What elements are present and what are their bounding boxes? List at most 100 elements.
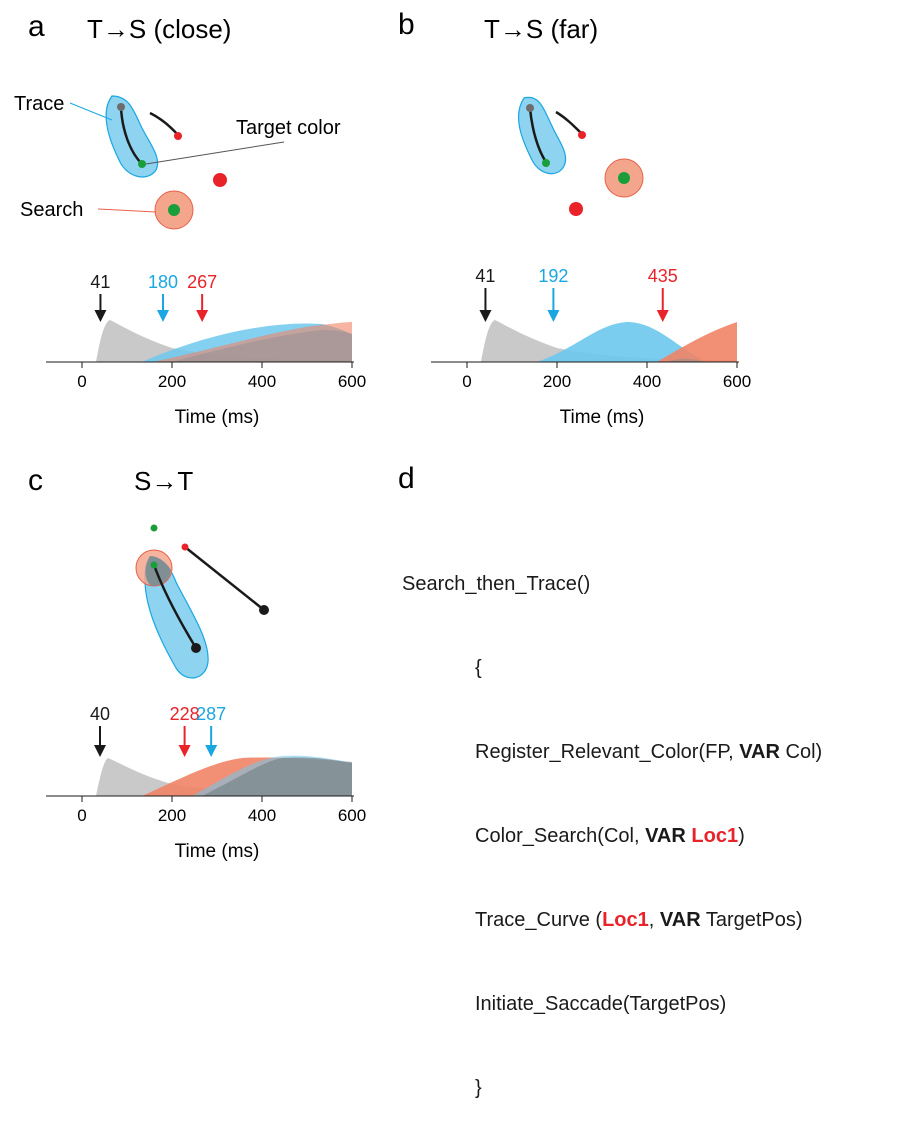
trace-curve-a (119, 106, 143, 165)
latency-marker-arrowhead (178, 745, 191, 757)
panel-letter-d: d (398, 462, 415, 495)
code-text: Register_Relevant_Color(FP, (475, 741, 740, 763)
code-line-trace-curve: Trace_Curve (Loc1, VAR TargetPos) (402, 906, 822, 934)
label-target-color: Target color (236, 117, 341, 139)
label-trace-leader (69, 102, 113, 121)
latency-marker-label: 192 (538, 266, 568, 286)
latency-distribution (46, 758, 352, 796)
trace-region-a (105, 95, 159, 178)
label-search: Search (20, 199, 83, 221)
plot-a: 0 200 400 600 Time (ms) 41 180 267 (46, 272, 366, 428)
distractor-end-dot-b (578, 131, 586, 139)
green-distractor-dot-c (150, 524, 158, 532)
fixation-dot-a (117, 103, 125, 111)
red-distractor-dot-a (213, 173, 227, 187)
distractor-line-c (184, 546, 265, 611)
distractor-end-dot-a (174, 132, 182, 140)
x-axis-label: Time (ms) (175, 407, 260, 428)
target-color-dot-b (542, 159, 550, 167)
panel-title-a: T→S (close) (87, 14, 231, 44)
code-line-initiate: Initiate_Saccade(TargetPos) (475, 993, 727, 1015)
code-text: , (648, 909, 660, 931)
x-tick-label: 200 (158, 806, 186, 825)
x-tick-label: 600 (338, 372, 366, 391)
code-keyword-var: VAR (645, 825, 686, 847)
label-target-color-leader (145, 141, 285, 165)
x-axis-label: Time (ms) (175, 841, 260, 862)
latency-marker-label: 40 (90, 704, 110, 724)
code-text: Trace_Curve ( (475, 909, 603, 931)
trace-curve-c (152, 564, 198, 649)
latency-marker-label: 41 (475, 266, 495, 286)
x-tick-label: 600 (723, 372, 751, 391)
latency-marker-arrowhead (94, 745, 106, 757)
latency-marker-label: 180 (148, 272, 178, 292)
x-axis-label: Time (ms) (560, 407, 645, 428)
distractor-curve-b (555, 110, 583, 135)
latency-marker-arrowhead (547, 310, 560, 322)
latency-marker-label: 287 (196, 704, 226, 724)
distractor-end-dot-c (259, 605, 269, 615)
distractor-start-dot-c (181, 543, 189, 551)
code-text: Color_Search(Col, (475, 825, 646, 847)
target-color-dot-a (138, 160, 146, 168)
panel-title-b: T→S (far) (484, 14, 598, 44)
panel-letter-a: a (28, 10, 45, 43)
latency-marker-arrowhead (94, 310, 107, 322)
latency-distribution (537, 322, 707, 362)
search-target-dot-a (168, 204, 180, 216)
trace-end-dot-c (191, 643, 201, 653)
panel-letter-c: c (28, 464, 43, 497)
code-close-brace: } (475, 1077, 482, 1099)
pseudocode-block: Search_then_Trace() { Register_Relevant_… (402, 514, 822, 1130)
latency-marker-arrowhead (205, 745, 218, 757)
x-tick-label: 400 (248, 372, 276, 391)
code-line-register: Register_Relevant_Color(FP, VAR Col) (402, 738, 822, 766)
red-distractor-dot-b (569, 202, 583, 216)
code-highlight-loc1: Loc1 (691, 825, 739, 847)
latency-distribution (46, 320, 352, 362)
code-keyword-var: VAR (739, 741, 780, 763)
fixation-dot-b (526, 104, 534, 112)
latency-marker-arrowhead (157, 310, 169, 322)
x-tick-label: 0 (77, 806, 86, 825)
code-function-name: Search_then_Trace() (402, 573, 591, 595)
code-open-brace: { (475, 657, 482, 679)
panel-title-c: S→T (134, 466, 193, 496)
plot-b: 0 200 400 600 Time (ms) 41 192 435 (431, 266, 751, 428)
latency-distribution (152, 322, 352, 362)
latency-marker-label: 267 (187, 272, 217, 292)
distractor-curve-a (149, 111, 179, 136)
x-tick-label: 400 (248, 806, 276, 825)
latency-marker-label: 435 (648, 266, 678, 286)
search-target-dot-b (618, 172, 630, 184)
latency-marker-label: 228 (170, 704, 200, 724)
x-tick-label: 200 (158, 372, 186, 391)
code-line-color-search: Color_Search(Col, VAR Loc1) (402, 822, 822, 850)
latency-distribution (172, 330, 352, 362)
x-tick-label: 200 (543, 372, 571, 391)
code-text: ) (738, 825, 745, 847)
latency-marker-label: 41 (90, 272, 110, 292)
latency-marker-arrowhead (656, 310, 669, 322)
latency-marker-arrowhead (196, 310, 209, 322)
label-trace: Trace (14, 93, 64, 115)
label-search-leader (97, 208, 157, 213)
latency-distribution (202, 757, 352, 796)
x-tick-label: 0 (77, 372, 86, 391)
latency-distribution (657, 322, 737, 362)
x-tick-label: 600 (338, 806, 366, 825)
latency-marker-arrowhead (479, 310, 492, 322)
x-tick-label: 0 (462, 372, 471, 391)
code-text: Col) (779, 741, 823, 763)
search-target-dot-c (150, 561, 158, 569)
figure-canvas: a T→S (close) Trace Target color Search … (14, 8, 751, 862)
latency-distribution (667, 358, 707, 362)
x-tick-label: 400 (633, 372, 661, 391)
panel-letter-b: b (398, 8, 415, 41)
panel-b: b T→S (far) 0 200 400 600 Time (ms) 41 192 435 (398, 8, 751, 428)
code-keyword-var: VAR (659, 909, 701, 931)
panel-a: a T→S (close) Trace Target color Search … (14, 10, 366, 428)
